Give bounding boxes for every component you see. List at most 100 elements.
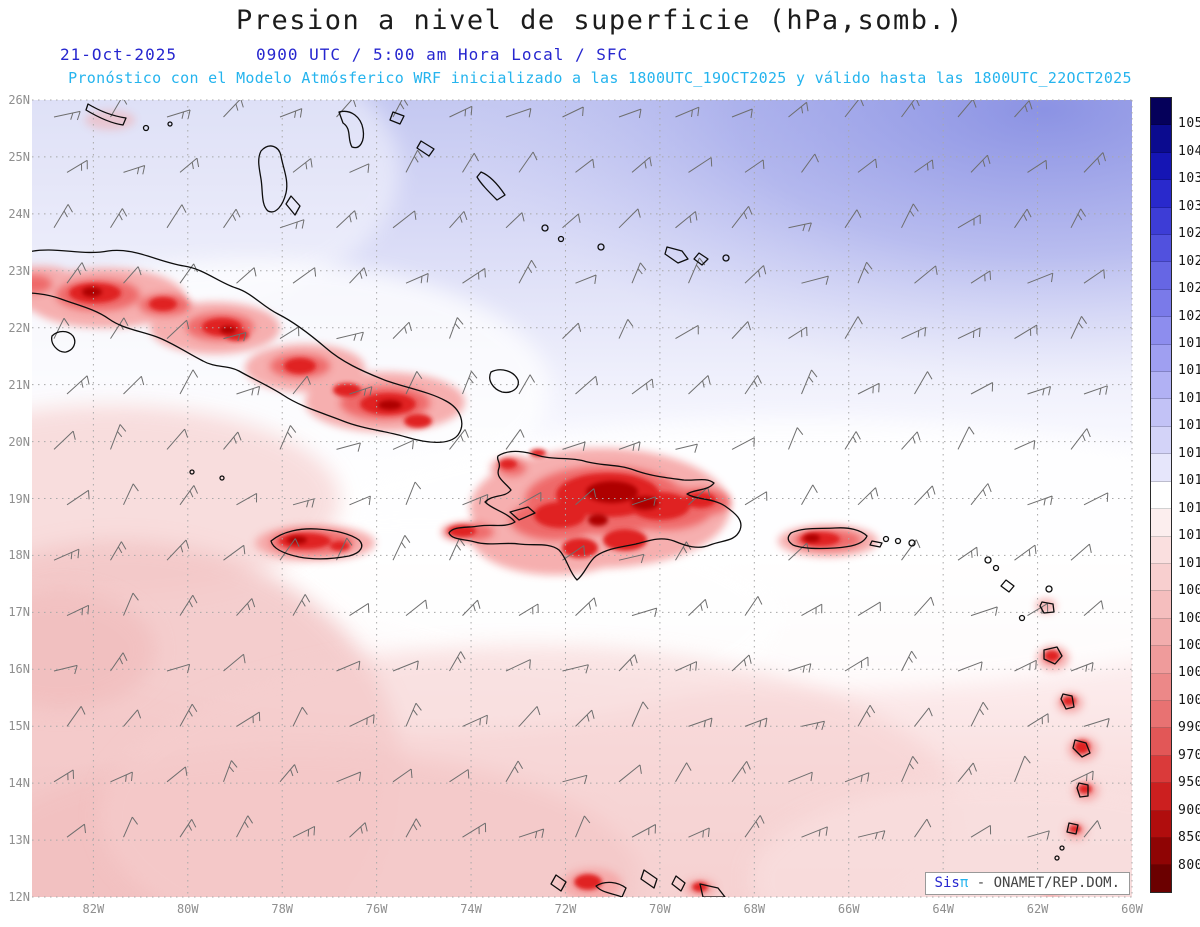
lat-tick-label: 14N <box>8 776 30 791</box>
colorbar-tick-label: 1015 <box>1178 445 1200 461</box>
coast-key <box>167 121 173 127</box>
wind-barb <box>179 819 197 838</box>
wind-barb <box>349 602 370 617</box>
colorbar-segment <box>1151 481 1171 510</box>
wind-barb <box>462 267 486 284</box>
colorbar-tick-label: 1014 <box>1178 473 1200 489</box>
wind-barb <box>688 157 713 173</box>
wind-barb <box>1014 755 1031 782</box>
coast-puerto-rico <box>787 527 868 550</box>
colorbar-segment <box>1151 837 1171 866</box>
wind-barb <box>166 663 191 674</box>
wind-barb <box>462 152 479 173</box>
wind-barb <box>292 158 313 173</box>
wind-barb <box>1070 543 1092 561</box>
coast-cay-ne <box>389 111 405 125</box>
wind-barb <box>462 370 478 395</box>
lon-tick-label: 64W <box>932 902 954 916</box>
wind-barb <box>462 822 487 838</box>
wind-barb <box>788 222 812 232</box>
wind-barb <box>518 706 541 727</box>
wind-barb <box>123 266 142 284</box>
wind-barb <box>1027 159 1048 173</box>
wind-barb <box>518 151 538 173</box>
colorbar-tick-label: 1008 <box>1178 583 1200 599</box>
wind-barb <box>349 163 370 173</box>
wind-barb <box>292 498 315 508</box>
wind-barb <box>575 158 595 173</box>
coast-venezuela <box>595 881 627 897</box>
lat-tick-label: 16N <box>8 662 30 677</box>
wind-barb <box>901 756 919 783</box>
coastlines <box>32 103 1091 897</box>
wind-barb <box>731 321 751 339</box>
latlon-grid <box>32 99 1133 898</box>
colorbar-segment <box>1151 235 1171 263</box>
wind-barb <box>505 659 531 672</box>
wind-barb <box>801 484 818 506</box>
wind-barb <box>914 596 935 616</box>
wind-barb <box>1014 208 1032 229</box>
lon-tick-label: 76W <box>365 902 388 916</box>
wind-barb <box>53 430 76 450</box>
wind-barb <box>292 825 316 838</box>
lat-tick-label: 12N <box>8 890 30 904</box>
wind-barb <box>844 772 870 783</box>
wind-barb <box>788 427 804 450</box>
wind-barb <box>462 599 481 616</box>
wind-barb <box>392 768 413 783</box>
colorbar-segment <box>1151 426 1171 455</box>
wind-barb <box>744 159 765 173</box>
wind-barb <box>675 106 700 118</box>
wind-barb <box>123 709 142 727</box>
wind-barb <box>336 771 362 783</box>
colorbar-tick-label: 1040 <box>1178 143 1200 159</box>
colorbar-tick-label: 900 <box>1178 802 1200 818</box>
wind-barb <box>901 100 920 118</box>
wind-barb <box>449 317 464 339</box>
coast-cayman <box>219 475 225 481</box>
wind-barb <box>1070 770 1094 783</box>
wind-barb <box>1014 324 1038 340</box>
wind-barb <box>744 265 767 284</box>
model-init-label: Pronóstico con el Modelo Atmósferico WRF… <box>68 69 1132 87</box>
wind-barb <box>970 270 991 284</box>
wind-barb <box>618 319 634 339</box>
wind-barb <box>336 442 361 452</box>
pressure-colorbar <box>1150 97 1172 893</box>
wind-barb <box>675 762 692 783</box>
wind-barb <box>801 153 819 173</box>
wind-barb <box>279 425 297 450</box>
wind-barb <box>562 213 581 229</box>
colorbar-tick-label: 1016 <box>1178 418 1200 434</box>
wind-barb <box>518 828 545 839</box>
wind-barb <box>179 594 198 616</box>
wind-barb <box>1014 100 1033 118</box>
wind-barb <box>223 100 244 118</box>
wind-barb <box>970 154 991 173</box>
lat-tick-label: 13N <box>8 833 30 848</box>
wind-barb <box>1083 152 1106 173</box>
colorbar-segment <box>1151 865 1171 892</box>
coast-antigua <box>1039 601 1055 614</box>
wind-barb <box>575 375 598 395</box>
wind-barb <box>788 101 809 118</box>
wind-barb <box>1070 316 1088 339</box>
wind-barb <box>562 441 586 451</box>
valid-date-label: 21-Oct-2025 <box>60 45 177 64</box>
wind-barb <box>801 826 828 838</box>
coast-barbuda <box>1045 585 1053 593</box>
wind-barb <box>292 267 317 284</box>
wind-barb <box>66 159 88 173</box>
wind-barb <box>405 818 422 838</box>
wind-barb <box>66 489 90 506</box>
colorbar-tick-label: 1018 <box>1178 363 1200 379</box>
wind-barb <box>801 720 825 731</box>
coast-virgin <box>882 535 890 543</box>
colorbar-tick-label: 800 <box>1178 857 1200 873</box>
wind-barb <box>1014 659 1037 672</box>
wind-barb <box>970 824 992 838</box>
lat-tick-label: 20N <box>8 434 30 449</box>
colorbar-tick-label: 1030 <box>1178 198 1200 214</box>
wind-barb <box>279 108 303 118</box>
